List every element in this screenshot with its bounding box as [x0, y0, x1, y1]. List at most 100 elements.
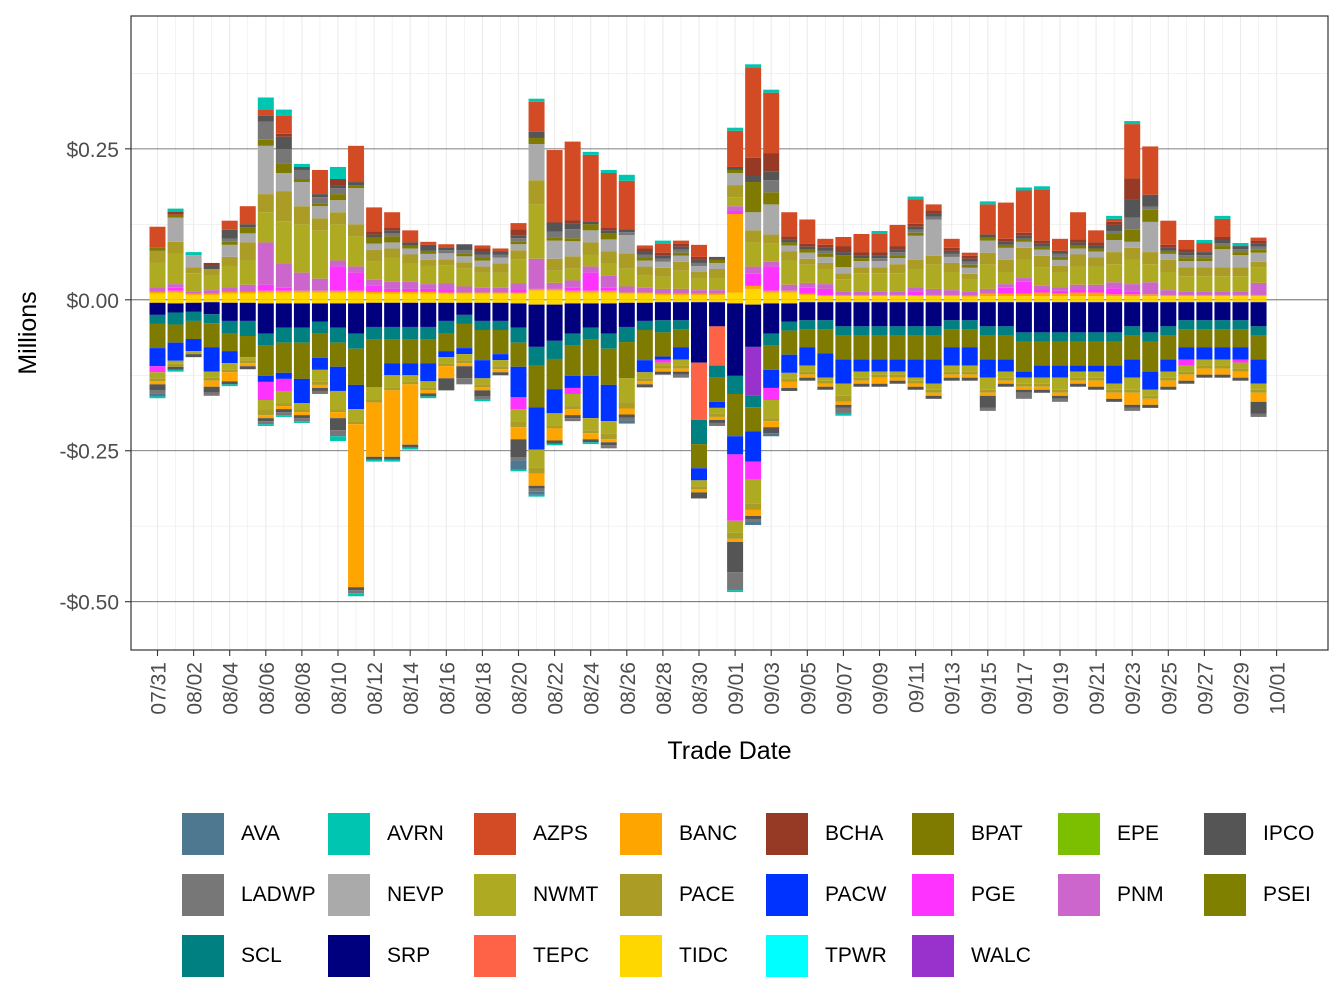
- bar-segment-pnm: [1142, 282, 1159, 295]
- bar-segment-tidc: [492, 299, 509, 303]
- bar-segment-pnm: [1088, 284, 1105, 290]
- bar-segment-azps: [1160, 220, 1177, 245]
- bar-segment-walc: [745, 346, 762, 396]
- bar-segment-pacw: [835, 359, 852, 384]
- bar-segment-srp: [600, 303, 617, 334]
- bar-segment-ipco: [582, 221, 599, 225]
- legend-label: AVA: [241, 822, 280, 845]
- bar-segment-pace: [1142, 252, 1159, 265]
- bar-segment-avrn: [510, 469, 527, 472]
- bar-segment-bcha: [925, 210, 942, 214]
- bar-segment-pnm: [528, 258, 545, 289]
- bar-segment-tidc: [311, 292, 328, 300]
- bar-segment-tidc: [203, 299, 220, 303]
- bar-segment-pace: [636, 378, 653, 382]
- bar-segment-bpat: [799, 249, 816, 253]
- bar-segment-nwmt: [871, 371, 888, 375]
- bar-segment-pnm: [817, 284, 834, 289]
- bar-segment-nwmt: [1160, 371, 1177, 378]
- bar-segment-pnm: [402, 281, 419, 289]
- bar-segment-banc: [672, 368, 689, 372]
- bar-segment-ipco: [636, 251, 653, 255]
- bar-segment-bcha: [636, 248, 653, 252]
- bar-segment-tidc: [1214, 296, 1231, 300]
- bar-segment-bpat: [275, 342, 292, 373]
- bar-segment-azps: [1033, 189, 1050, 241]
- bar-segment-bcha: [799, 243, 816, 247]
- bar-segment-nevp: [185, 255, 202, 268]
- bar-segment-pnm: [618, 286, 635, 293]
- bar-segment-azps: [943, 238, 960, 248]
- bar-segment-pace: [528, 180, 545, 205]
- bar-segment-scl: [907, 326, 924, 336]
- bar-segment-nevp: [330, 200, 346, 213]
- bar-segment-tidc: [709, 294, 726, 300]
- bar-segment-ava: [149, 393, 166, 397]
- bar-segment-pace: [1214, 267, 1231, 277]
- bar-segment-tidc: [618, 293, 635, 300]
- x-tick-label: 07/31: [148, 662, 171, 715]
- bar-segment-pace: [907, 380, 924, 384]
- bar-segment-tidc: [546, 299, 563, 305]
- bar-segment-pace: [853, 267, 870, 274]
- bar-segment-pnm: [492, 287, 509, 293]
- bar-segment-pnm: [474, 287, 491, 293]
- bar-segment-banc: [564, 290, 581, 293]
- bar-segment-nevp: [528, 144, 545, 181]
- bar-segment-tidc: [348, 299, 365, 304]
- bar-segment-ladwp: [889, 252, 906, 256]
- bar-segment-nwmt: [745, 479, 762, 504]
- bar-segment-banc: [853, 294, 870, 297]
- bar-segment-banc: [311, 384, 328, 388]
- bar-segment-pnm: [943, 290, 960, 295]
- bar-segment-pacw: [636, 360, 653, 373]
- bar-segment-pge: [257, 381, 274, 401]
- bar-segment-bcha: [871, 252, 888, 256]
- bar-segment-banc: [745, 509, 762, 516]
- bar-segment-tidc: [672, 294, 689, 300]
- bar-segment-pace: [889, 264, 906, 274]
- bar-segment-bpat: [474, 329, 491, 361]
- bar-segment-banc: [1033, 386, 1050, 390]
- bar-segment-pnm: [564, 280, 581, 288]
- bar-segment-pacw: [528, 407, 545, 450]
- bar-segment-tidc: [654, 299, 671, 303]
- bar-segment-pace: [817, 262, 834, 269]
- legend-swatch: [328, 935, 370, 977]
- bar-segment-avrn: [654, 240, 671, 244]
- bar-segment-nevp: [745, 212, 762, 231]
- bar-segment-nwmt: [925, 383, 942, 390]
- legend-label: PACE: [679, 883, 735, 906]
- legend-item-nevp: NEVP: [328, 873, 444, 917]
- legend-item-pnm: PNM: [1058, 873, 1164, 917]
- bar-segment-pace: [564, 256, 581, 269]
- bar-segment-pace: [149, 250, 166, 263]
- bar-segment-ladwp: [709, 422, 726, 426]
- bar-segment-ladwp: [203, 392, 220, 396]
- bar-segment-ipco: [330, 185, 346, 189]
- bar-segment-banc: [510, 292, 527, 294]
- bar-segment-banc: [366, 291, 383, 294]
- bar-segment-ipco: [979, 395, 996, 408]
- bar-segment-tidc: [311, 299, 328, 304]
- bar-segment-scl: [438, 320, 455, 333]
- bar-segment-bpat: [709, 259, 726, 263]
- bar-segment-tidc: [366, 293, 383, 300]
- bar-segment-ladwp: [672, 374, 689, 378]
- bar-segment-tidc: [961, 299, 978, 303]
- bar-segment-tidc: [221, 293, 238, 300]
- bar-segment-bcha: [889, 246, 906, 250]
- bar-segment-srp: [1124, 302, 1141, 327]
- bar-segment-pacw: [1088, 365, 1105, 372]
- bar-segment-bpat: [727, 393, 744, 437]
- bar-segment-ipco: [1052, 395, 1068, 399]
- legend-item-pace: PACE: [620, 873, 735, 917]
- bar-segment-pace: [1124, 247, 1141, 260]
- bar-segment-nwmt: [1015, 377, 1032, 384]
- bar-segment-ladwp: [1124, 217, 1141, 230]
- bar-segment-tidc: [691, 299, 707, 303]
- bar-segment-pge: [402, 288, 419, 292]
- bar-segment-srp: [185, 302, 202, 312]
- bar-segment-nwmt: [1070, 371, 1087, 378]
- bar-segment-tidc: [654, 294, 671, 300]
